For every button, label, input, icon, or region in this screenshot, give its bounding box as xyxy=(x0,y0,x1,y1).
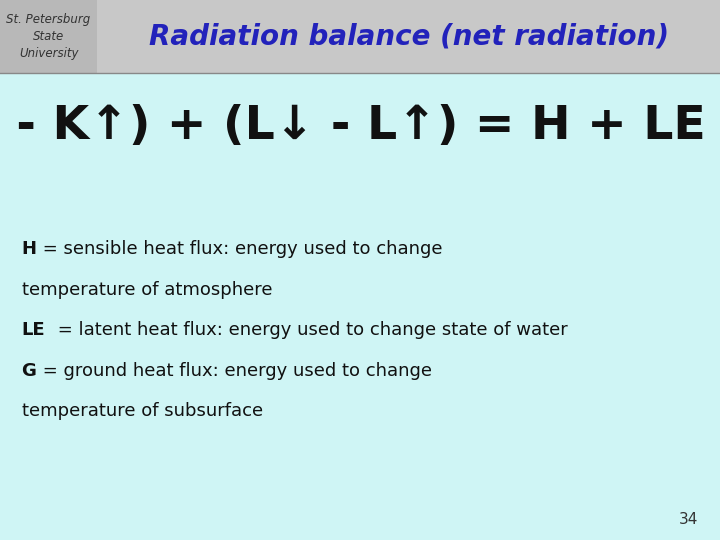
Text: = ground heat flux: energy used to change: = ground heat flux: energy used to chang… xyxy=(37,362,432,380)
Text: = latent heat flux: energy used to change state of water: = latent heat flux: energy used to chang… xyxy=(52,321,568,339)
Bar xyxy=(0,0,720,73)
Text: Radiation balance (net radiation): Radiation balance (net radiation) xyxy=(148,23,669,50)
Text: (K↓ - K↑) + (L↓ - L↑) = H + LE + G: (K↓ - K↑) + (L↓ - L↑) = H + LE + G xyxy=(0,104,720,150)
Text: 34: 34 xyxy=(679,511,698,526)
Text: = sensible heat flux: energy used to change: = sensible heat flux: energy used to cha… xyxy=(37,240,442,258)
Bar xyxy=(0,0,97,73)
Text: temperature of subsurface: temperature of subsurface xyxy=(22,402,263,420)
Text: H: H xyxy=(22,240,37,258)
Text: St. Petersburg
State
University: St. Petersburg State University xyxy=(6,13,91,60)
Text: LE: LE xyxy=(22,321,45,339)
Text: G: G xyxy=(22,362,37,380)
Text: temperature of atmosphere: temperature of atmosphere xyxy=(22,281,272,299)
